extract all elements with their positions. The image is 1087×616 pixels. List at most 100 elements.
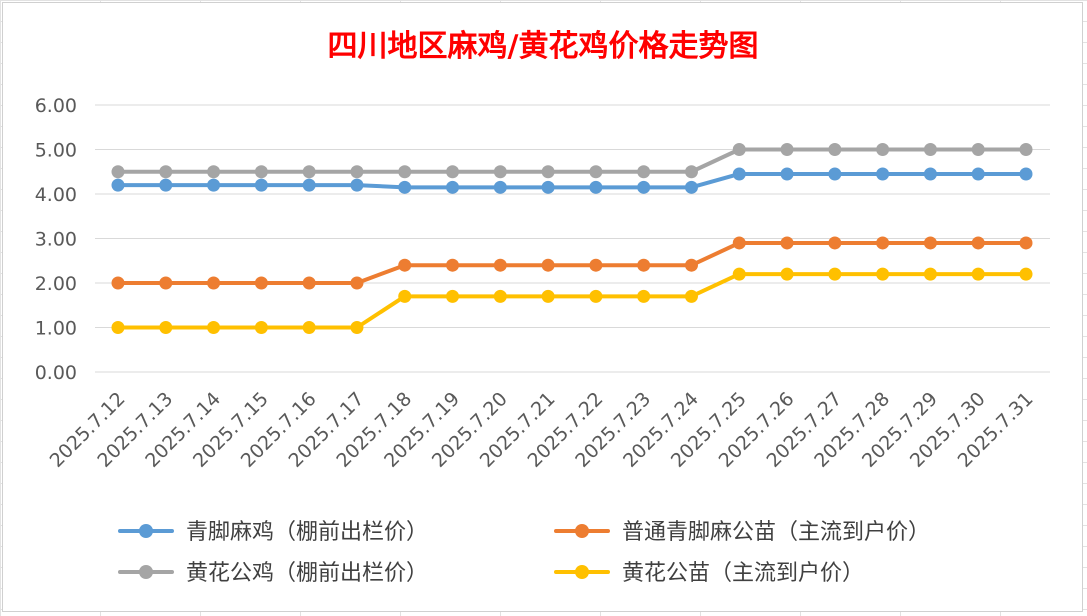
data-point[interactable] — [541, 180, 555, 194]
data-point[interactable] — [541, 258, 555, 272]
legend-item[interactable]: 普通青脚麻公苗（主流到户价） — [554, 520, 930, 545]
data-point[interactable] — [254, 178, 268, 192]
data-point[interactable] — [589, 289, 603, 303]
data-point[interactable] — [207, 178, 221, 192]
data-point[interactable] — [1019, 167, 1033, 181]
data-point[interactable] — [398, 180, 412, 194]
data-point[interactable] — [828, 236, 842, 250]
data-point[interactable] — [302, 321, 316, 334]
data-point[interactable] — [111, 321, 125, 334]
data-point[interactable] — [923, 167, 937, 181]
data-point[interactable] — [207, 321, 221, 334]
data-point[interactable] — [780, 267, 794, 281]
data-point[interactable] — [159, 165, 173, 179]
data-point[interactable] — [732, 143, 746, 156]
series-3[interactable] — [111, 267, 1033, 334]
legend-item[interactable]: 黄花公鸡（棚前出栏价） — [118, 561, 428, 586]
data-point[interactable] — [684, 165, 698, 179]
data-point[interactable] — [876, 267, 890, 281]
legend-item[interactable]: 黄花公苗（主流到户价） — [554, 561, 864, 586]
data-point[interactable] — [254, 321, 268, 334]
data-point[interactable] — [923, 267, 937, 281]
data-point[interactable] — [302, 165, 316, 179]
data-point[interactable] — [254, 165, 268, 179]
data-point[interactable] — [207, 276, 221, 290]
data-point[interactable] — [1019, 143, 1033, 156]
data-point[interactable] — [446, 258, 460, 272]
data-point[interactable] — [637, 165, 651, 179]
series-line[interactable] — [116, 171, 1028, 190]
data-point[interactable] — [493, 289, 507, 303]
data-point[interactable] — [684, 289, 698, 303]
series-line[interactable] — [116, 272, 1028, 330]
data-point[interactable] — [446, 180, 460, 194]
data-point[interactable] — [493, 180, 507, 194]
data-point[interactable] — [637, 180, 651, 194]
data-point[interactable] — [350, 165, 364, 179]
data-point[interactable] — [111, 276, 125, 290]
data-point[interactable] — [493, 165, 507, 179]
data-point[interactable] — [350, 276, 364, 290]
data-point[interactable] — [493, 258, 507, 272]
data-point[interactable] — [971, 236, 985, 250]
legend-item[interactable]: 青脚麻鸡（棚前出栏价） — [118, 520, 428, 545]
data-point[interactable] — [732, 236, 746, 250]
data-point[interactable] — [828, 167, 842, 181]
data-point[interactable] — [350, 321, 364, 334]
y-tick-label: 3.00 — [35, 229, 77, 251]
data-point[interactable] — [111, 165, 125, 179]
data-point[interactable] — [398, 165, 412, 179]
data-point[interactable] — [589, 258, 603, 272]
data-point[interactable] — [828, 143, 842, 156]
data-point[interactable] — [780, 143, 794, 156]
data-point[interactable] — [159, 276, 173, 290]
series-line[interactable] — [116, 147, 1028, 174]
data-point[interactable] — [589, 180, 603, 194]
series-1[interactable] — [111, 236, 1033, 290]
data-point[interactable] — [398, 289, 412, 303]
series-2[interactable] — [111, 143, 1033, 179]
data-point[interactable] — [971, 143, 985, 156]
series-line[interactable] — [116, 240, 1028, 285]
data-point[interactable] — [207, 165, 221, 179]
data-point[interactable] — [446, 289, 460, 303]
data-point[interactable] — [971, 167, 985, 181]
data-point[interactable] — [254, 276, 268, 290]
data-point[interactable] — [876, 167, 890, 181]
data-point[interactable] — [541, 165, 555, 179]
data-point[interactable] — [350, 178, 364, 192]
legend-label: 黄花公鸡（棚前出栏价） — [186, 561, 428, 586]
data-point[interactable] — [923, 143, 937, 156]
data-point[interactable] — [541, 289, 555, 303]
data-point[interactable] — [398, 258, 412, 272]
data-point[interactable] — [446, 165, 460, 179]
legend: 青脚麻鸡（棚前出栏价） 普通青脚麻公苗（主流到户价） 黄花公鸡（棚前出栏价） 黄花公苗… — [118, 520, 930, 586]
data-point[interactable] — [732, 167, 746, 181]
series-0[interactable] — [111, 167, 1033, 194]
data-point[interactable] — [732, 267, 746, 281]
data-point[interactable] — [971, 267, 985, 281]
data-point[interactable] — [684, 180, 698, 194]
data-point[interactable] — [637, 289, 651, 303]
data-point[interactable] — [1019, 267, 1033, 281]
data-point[interactable] — [684, 258, 698, 272]
data-point[interactable] — [876, 236, 890, 250]
legend-label: 普通青脚麻公苗（主流到户价） — [622, 520, 930, 545]
data-point[interactable] — [111, 178, 125, 192]
data-point[interactable] — [637, 258, 651, 272]
data-point[interactable] — [159, 178, 173, 192]
data-point[interactable] — [923, 236, 937, 250]
x-axis-ticks: 2025.7.122025.7.132025.7.142025.7.152025… — [46, 388, 1038, 472]
data-point[interactable] — [828, 267, 842, 281]
data-point[interactable] — [780, 167, 794, 181]
data-point[interactable] — [780, 236, 794, 250]
y-axis-ticks: 0.00 1.00 2.00 3.00 4.00 5.00 6.00 — [35, 95, 77, 384]
data-point[interactable] — [302, 178, 316, 192]
data-point[interactable] — [159, 321, 173, 334]
legend-label: 黄花公苗（主流到户价） — [622, 561, 864, 586]
data-point[interactable] — [302, 276, 316, 290]
data-point[interactable] — [1019, 236, 1033, 250]
data-point[interactable] — [876, 143, 890, 156]
data-point[interactable] — [589, 165, 603, 179]
